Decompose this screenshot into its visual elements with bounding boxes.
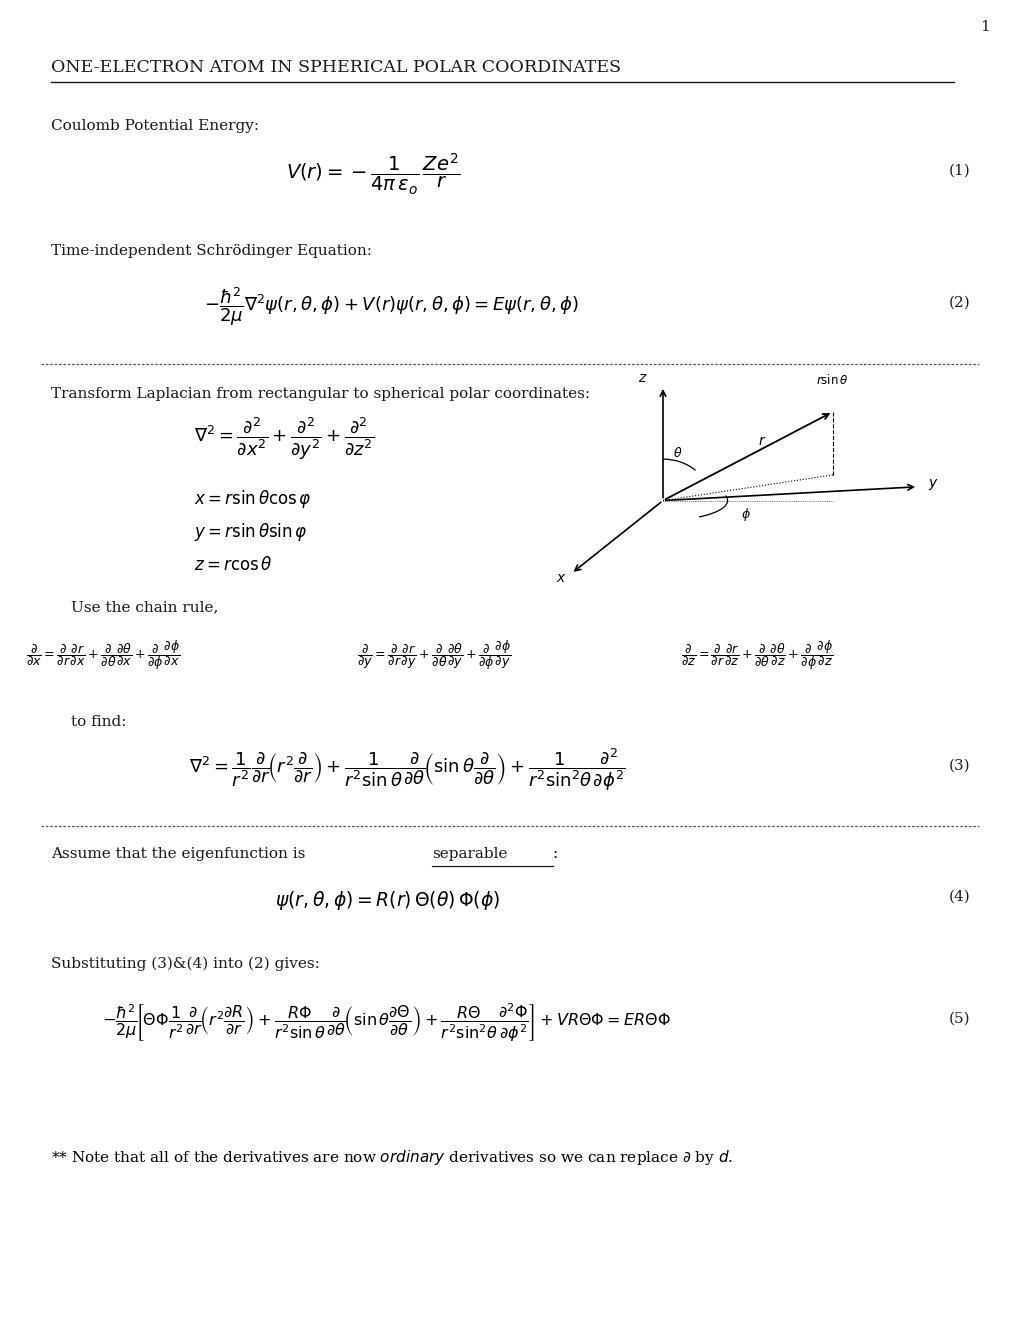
Text: (1): (1) — [948, 164, 969, 177]
Text: $V(r) = -\dfrac{1}{4\pi\,\varepsilon_{o}}\,\dfrac{Ze^{2}}{r}$: $V(r) = -\dfrac{1}{4\pi\,\varepsilon_{o}… — [285, 152, 460, 197]
Text: $-\dfrac{\hbar^{2}}{2\mu}\!\left[\Theta\Phi\dfrac{1}{r^{2}}\dfrac{\partial}{\par: $-\dfrac{\hbar^{2}}{2\mu}\!\left[\Theta\… — [102, 1002, 671, 1044]
Text: $z = r\cos\theta$: $z = r\cos\theta$ — [194, 556, 272, 574]
Text: $\dfrac{\partial}{\partial z} = \dfrac{\partial}{\partial r}\dfrac{\partial r}{\: $\dfrac{\partial}{\partial z} = \dfrac{\… — [681, 638, 834, 672]
Text: $\nabla^{2} = \dfrac{1}{r^{2}}\dfrac{\partial}{\partial r}\!\left(r^{2}\dfrac{\p: $\nabla^{2} = \dfrac{1}{r^{2}}\dfrac{\pa… — [189, 746, 625, 793]
Text: $z$: $z$ — [637, 371, 647, 385]
Text: separable: separable — [432, 847, 507, 862]
Text: $x = r\sin\theta\cos\varphi$: $x = r\sin\theta\cos\varphi$ — [194, 488, 311, 510]
Text: 1: 1 — [978, 20, 988, 34]
Text: $\dfrac{\partial}{\partial x} = \dfrac{\partial}{\partial r}\dfrac{\partial r}{\: $\dfrac{\partial}{\partial x} = \dfrac{\… — [25, 638, 179, 672]
Text: $\psi(r,\theta,\phi) = R(r)\,\Theta(\theta)\,\Phi(\phi)$: $\psi(r,\theta,\phi) = R(r)\,\Theta(\the… — [275, 888, 500, 912]
Text: $y$: $y$ — [927, 477, 938, 492]
Text: $\theta$: $\theta$ — [673, 446, 682, 461]
Text: $\phi$: $\phi$ — [741, 507, 750, 523]
Text: Use the chain rule,: Use the chain rule, — [71, 601, 218, 615]
Text: Coulomb Potential Energy:: Coulomb Potential Energy: — [51, 119, 259, 133]
Text: $r\sin\theta$: $r\sin\theta$ — [815, 374, 848, 387]
Text: (2): (2) — [948, 296, 969, 309]
Text: Substituting (3)&(4) into (2) gives:: Substituting (3)&(4) into (2) gives: — [51, 957, 320, 972]
Text: ONE-ELECTRON ATOM IN SPHERICAL POLAR COORDINATES: ONE-ELECTRON ATOM IN SPHERICAL POLAR COO… — [51, 59, 621, 77]
Text: $y = r\sin\theta\sin\varphi$: $y = r\sin\theta\sin\varphi$ — [194, 521, 307, 543]
Text: $-\dfrac{\hbar^{2}}{2\mu}\nabla^{2}\psi(r,\theta,\phi) + V(r)\psi(r,\theta,\phi): $-\dfrac{\hbar^{2}}{2\mu}\nabla^{2}\psi(… — [204, 285, 578, 327]
Text: $r$: $r$ — [757, 434, 766, 449]
Text: (3): (3) — [948, 759, 969, 772]
Text: $\dfrac{\partial}{\partial y} = \dfrac{\partial}{\partial r}\dfrac{\partial r}{\: $\dfrac{\partial}{\partial y} = \dfrac{\… — [357, 638, 511, 672]
Text: (5): (5) — [948, 1012, 969, 1026]
Text: $\nabla^{2} = \dfrac{\partial^{2}}{\partial x^{2}} + \dfrac{\partial^{2}}{\parti: $\nabla^{2} = \dfrac{\partial^{2}}{\part… — [194, 414, 374, 462]
Text: ** Note that all of the derivatives are now $\mathit{ordinary}$ derivatives so w: ** Note that all of the derivatives are … — [51, 1148, 733, 1167]
Text: $x$: $x$ — [555, 570, 566, 585]
Text: (4): (4) — [948, 890, 969, 903]
Text: Transform Laplacian from rectangular to spherical polar coordinates:: Transform Laplacian from rectangular to … — [51, 387, 590, 401]
Text: Assume that the eigenfunction is: Assume that the eigenfunction is — [51, 847, 310, 862]
Text: to find:: to find: — [71, 715, 126, 730]
Text: Time-independent Schrödinger Equation:: Time-independent Schrödinger Equation: — [51, 244, 372, 259]
Text: :: : — [552, 847, 557, 862]
